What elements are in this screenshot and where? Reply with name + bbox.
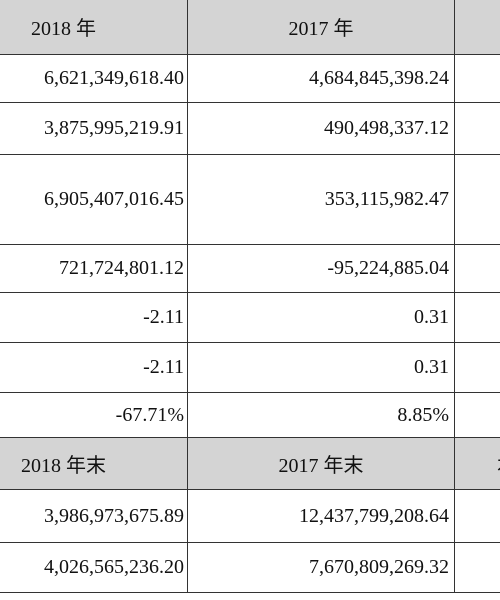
value-cell: -95,224,885.04 — [188, 245, 455, 293]
value-cell: 6,905,407,016.45 — [0, 155, 188, 245]
value-cell: 0.31 — [188, 343, 455, 393]
value-cell — [455, 155, 500, 245]
value-cell: 490,498,337.12 — [188, 103, 455, 155]
value-cell: -67.71% — [0, 393, 188, 438]
value-cell: 721,724,801.12 — [0, 245, 188, 293]
value-cell — [455, 55, 500, 103]
value-cell — [455, 543, 500, 593]
header-cell: 2017 年末 — [188, 438, 455, 490]
header-cell: 2018 年末 — [0, 438, 188, 490]
value-cell: 3,875,995,219.91 — [0, 103, 188, 155]
value-cell — [455, 343, 500, 393]
value-cell: 6,621,349,618.40 — [0, 55, 188, 103]
value-cell: 3,986,973,675.89 — [0, 490, 188, 543]
value-cell: 353,115,982.47 — [188, 155, 455, 245]
value-cell: 4,684,845,398.24 — [188, 55, 455, 103]
value-cell: -2.11 — [0, 293, 188, 343]
value-cell — [455, 393, 500, 438]
value-cell: 4,026,565,236.20 — [0, 543, 188, 593]
value-cell — [455, 293, 500, 343]
value-cell — [455, 245, 500, 293]
header-cell: 2 — [455, 0, 500, 55]
value-cell: 12,437,799,208.64 — [188, 490, 455, 543]
value-cell — [455, 103, 500, 155]
header-cell: 本年 — [455, 438, 500, 490]
value-cell: 8.85% — [188, 393, 455, 438]
value-cell — [455, 490, 500, 543]
value-cell: 7,670,809,269.32 — [188, 543, 455, 593]
header-cell: 2018 年 — [0, 0, 188, 55]
value-cell: -2.11 — [0, 343, 188, 393]
header-cell: 2017 年 — [188, 0, 455, 55]
value-cell: 0.31 — [188, 293, 455, 343]
